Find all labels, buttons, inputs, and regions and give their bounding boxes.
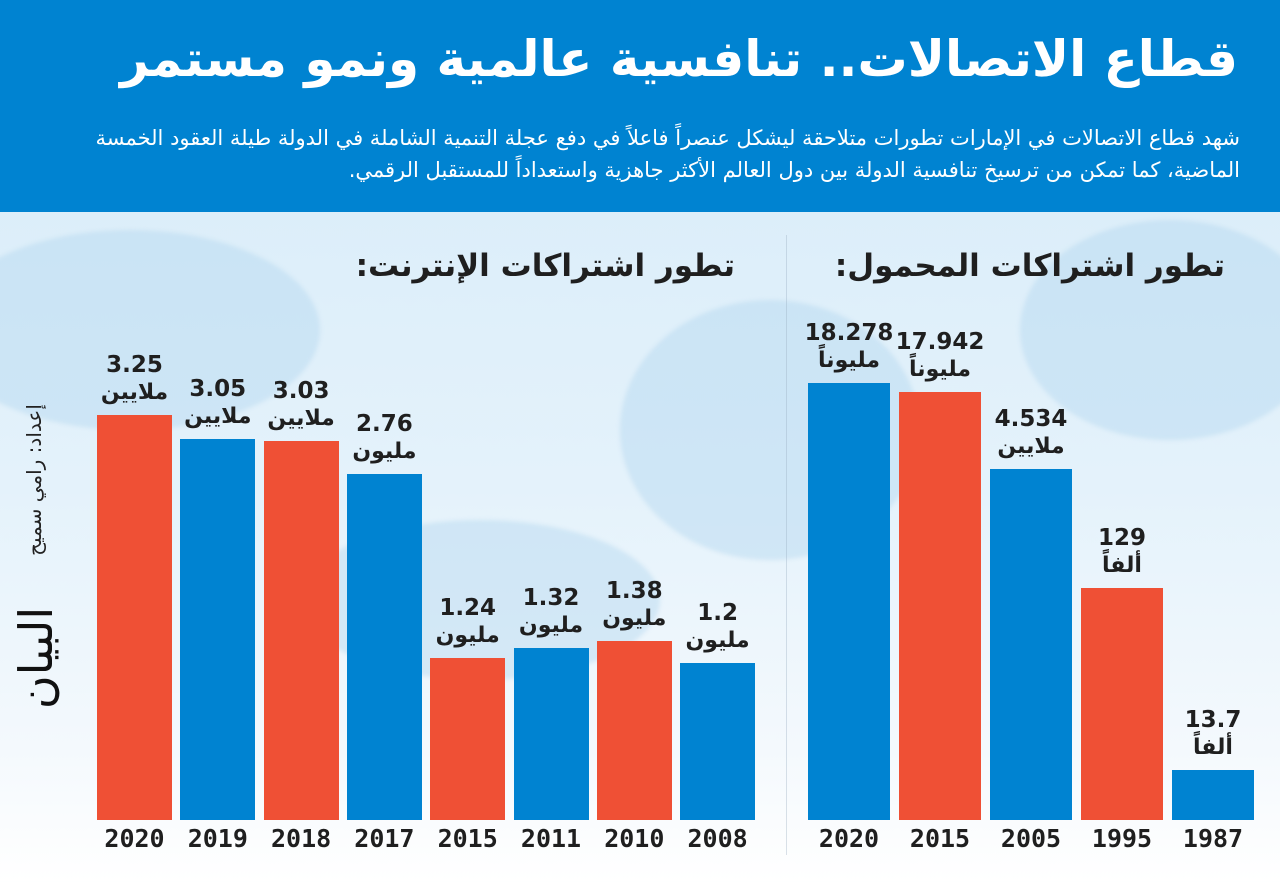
value-number: 18.278 [804,320,894,346]
value-unit: مليون [685,627,750,653]
value-unit: ملايين [100,379,169,405]
value-unit: ملايين [184,403,252,429]
value-number: 1.38 [605,578,663,605]
internet-bar-2020 [97,414,172,820]
mobile-x-tick-label: 2005 [1000,824,1062,853]
mobile-bar-2005 [990,469,1072,820]
value-unit: مليوناً [909,357,971,382]
value-number: 1.32 [522,585,580,612]
value-unit: ملايين [267,406,335,432]
internet-x-tick-label: 2018 [270,824,332,853]
internet-value-label: 1.38 مليون [585,577,684,633]
mobile-value-label: 4.534 ملايين [978,405,1084,461]
internet-x-tick-label: 2017 [354,824,415,853]
mobile-bar-1995 [1081,588,1163,820]
internet-value-label: 1.24 مليون [418,594,517,650]
internet-x-tick-label: 2019 [187,824,248,853]
value-number: 17.942 [895,329,985,355]
value-number: 2.76 [356,411,413,438]
mobile-value-label: 18.278 مليوناً [796,319,902,375]
internet-bar-2017 [346,474,422,820]
value-unit: مليوناً [818,348,880,373]
mobile-value-label: 13.7 ألفاً [1160,706,1266,762]
internet-bar-2010 [596,641,672,820]
internet-value-label: 3.25 ملايين [85,351,184,407]
mobile-bar-2015 [899,392,981,820]
internet-value-label: 2.76 مليون [335,410,434,466]
mobile-x-tick-label: 2015 [909,824,971,853]
page-subtitle: شهد قطاع الاتصالات في الإمارات تطورات مت… [95,126,1240,182]
mobile-x-tick-label: 2020 [818,824,880,853]
value-number: 129 [1097,525,1146,551]
page-title: قطاع الاتصالات.. تنافسية عالمية ونمو مست… [120,30,1238,88]
value-unit: مليون [518,613,584,639]
chart-divider [786,235,787,855]
internet-bar-2008 [680,662,756,820]
mobile-x-tick-label: 1987 [1182,824,1244,853]
value-number: 4.534 [994,406,1068,432]
mobile-value-label: 17.942 مليوناً [887,328,993,384]
internet-value-label: 1.2 مليون [668,599,767,655]
value-unit: ألفاً [1193,735,1233,760]
internet-bar-2019 [180,438,256,820]
internet-x-tick-label: 2010 [604,824,665,853]
internet-chart-title: تطور اشتراكات الإنترنت: [355,248,735,284]
value-unit: مليون [602,606,667,632]
internet-bar-2015 [430,657,506,820]
mobile-bar-2020 [808,383,890,820]
header-banner: قطاع الاتصالات.. تنافسية عالمية ونمو مست… [0,0,1280,212]
value-number: 13.7 [1184,707,1242,733]
value-number: 1.24 [439,594,497,621]
internet-value-label: 3.05 ملايين [168,375,267,431]
value-number: 3.03 [272,378,330,405]
background-shape [0,230,320,430]
internet-value-label: 1.32 مليون [502,584,601,640]
value-number: 3.05 [189,375,247,402]
background-shape [1020,220,1280,440]
value-unit: ألفاً [1102,553,1142,578]
internet-bar-2018 [263,441,339,820]
mobile-value-label: 129 ألفاً [1069,524,1175,580]
mobile-chart-title: تطور اشتراكات المحمول: [834,248,1225,284]
internet-x-tick-label: 2011 [520,824,582,853]
value-unit: مليون [352,439,417,465]
mobile-bar-1987 [1172,770,1254,820]
value-unit: مليون [435,622,500,648]
internet-x-tick-label: 2015 [437,824,498,853]
internet-x-tick-label: 2008 [687,824,748,853]
value-number: 3.25 [106,351,163,378]
internet-x-tick-label: 2020 [104,824,165,853]
mobile-x-tick-label: 1995 [1091,824,1153,853]
value-number: 1.2 [697,599,738,626]
internet-value-label: 3.03 ملايين [252,377,351,433]
internet-bar-2011 [513,648,589,820]
value-unit: ملايين [997,434,1065,459]
